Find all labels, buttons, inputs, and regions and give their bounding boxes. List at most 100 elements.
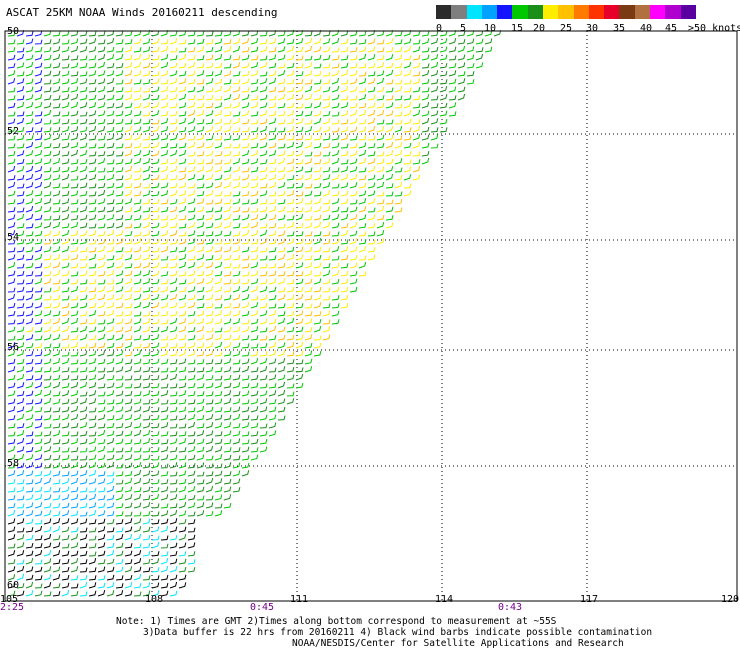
wind-barb: [70, 533, 79, 541]
wind-barb: [124, 303, 133, 309]
wind-barb: [34, 271, 43, 277]
wind-barb: [205, 303, 214, 309]
wind-barb: [25, 550, 34, 557]
wind-barb: [277, 31, 286, 37]
wind-barb: [268, 158, 277, 165]
wind-barb: [142, 567, 151, 573]
wind-barb: [223, 166, 232, 173]
wind-barb: [88, 350, 97, 357]
wind-barb: [367, 166, 376, 173]
wind-barb: [79, 574, 88, 581]
wind-barb: [151, 238, 160, 245]
wind-barb: [385, 166, 394, 173]
wind-barb: [358, 175, 367, 181]
wind-barb: [340, 102, 349, 109]
wind-barb: [187, 86, 196, 93]
wind-barb: [43, 310, 52, 317]
wind-barb: [124, 574, 133, 581]
wind-barb: [79, 302, 88, 309]
wind-barb: [304, 206, 313, 213]
wind-barb: [313, 174, 322, 181]
wind-barb: [196, 190, 205, 197]
wind-barb: [34, 46, 43, 53]
wind-barb: [7, 326, 16, 333]
wind-barb: [160, 390, 169, 397]
wind-barb: [268, 142, 277, 149]
wind-barb: [115, 414, 124, 421]
wind-barb: [268, 341, 277, 349]
wind-barb: [133, 469, 142, 477]
wind-barb: [304, 278, 313, 285]
wind-barb: [295, 191, 304, 197]
wind-barb: [286, 166, 295, 173]
wind-barb: [79, 318, 88, 325]
wind-barb: [151, 247, 160, 253]
wind-barb: [25, 382, 34, 389]
wind-barb: [214, 414, 223, 421]
wind-barb: [187, 310, 196, 317]
wind-barb: [385, 183, 394, 189]
wind-barb: [187, 135, 196, 141]
wind-barb: [286, 183, 295, 189]
wind-barb: [178, 111, 187, 117]
wind-barb: [160, 206, 169, 213]
wind-barb: [88, 535, 97, 541]
wind-barb: [133, 325, 142, 333]
wind-barb: [232, 198, 241, 205]
wind-barb: [259, 423, 268, 429]
wind-barb: [16, 134, 25, 141]
wind-barb: [376, 214, 385, 221]
wind-barb: [43, 39, 52, 45]
wind-barb: [115, 534, 124, 541]
wind-barb: [61, 102, 70, 109]
wind-barb: [25, 542, 34, 549]
wind-barb: [232, 62, 241, 69]
wind-barb: [367, 117, 376, 125]
wind-barb: [286, 398, 295, 405]
wind-barb: [403, 109, 412, 117]
wind-barb: [214, 222, 223, 229]
wind-barb: [88, 31, 97, 37]
wind-barb: [412, 133, 421, 141]
wind-barb: [331, 206, 340, 213]
wind-barb: [115, 79, 124, 85]
wind-barb: [277, 69, 286, 77]
wind-barb: [133, 382, 142, 389]
wind-barb: [358, 63, 367, 69]
wind-barb: [187, 342, 196, 349]
wind-barb: [205, 455, 214, 461]
wind-barb: [241, 365, 250, 373]
wind-barb: [124, 358, 133, 365]
wind-barb: [43, 230, 52, 237]
wind-barb: [97, 53, 106, 61]
wind-barb: [169, 373, 178, 381]
wind-barb: [178, 53, 187, 61]
wind-barb: [25, 534, 34, 541]
wind-barb: [70, 285, 79, 293]
wind-barb: [16, 126, 25, 133]
wind-barb: [412, 30, 421, 37]
wind-barb: [79, 247, 88, 253]
wind-barb: [124, 582, 133, 589]
wind-barb: [403, 79, 412, 85]
wind-barb: [88, 358, 97, 365]
wind-barb: [178, 478, 187, 485]
wind-barb: [331, 270, 340, 277]
wind-barb: [403, 87, 412, 93]
wind-barb: [16, 143, 25, 149]
wind-barb: [250, 30, 259, 37]
wind-barb: [430, 46, 439, 53]
wind-barb: [484, 46, 493, 53]
wind-barb: [7, 445, 16, 453]
wind-barb: [25, 70, 34, 77]
wind-barb: [133, 294, 142, 301]
wind-barb: [97, 414, 106, 421]
wind-barb: [115, 118, 124, 125]
wind-barb: [79, 134, 88, 141]
wind-barb: [385, 62, 394, 69]
wind-barb: [430, 86, 439, 93]
wind-barb: [97, 311, 106, 317]
wind-barb: [52, 550, 61, 557]
wind-barb: [43, 518, 52, 525]
wind-barb: [133, 302, 142, 309]
